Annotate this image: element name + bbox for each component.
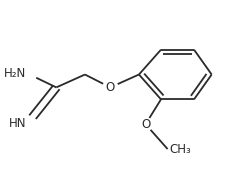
Text: O: O: [105, 81, 114, 94]
Text: H₂N: H₂N: [4, 67, 26, 80]
Text: CH₃: CH₃: [169, 143, 190, 155]
Text: O: O: [140, 118, 150, 131]
Text: HN: HN: [9, 117, 26, 130]
